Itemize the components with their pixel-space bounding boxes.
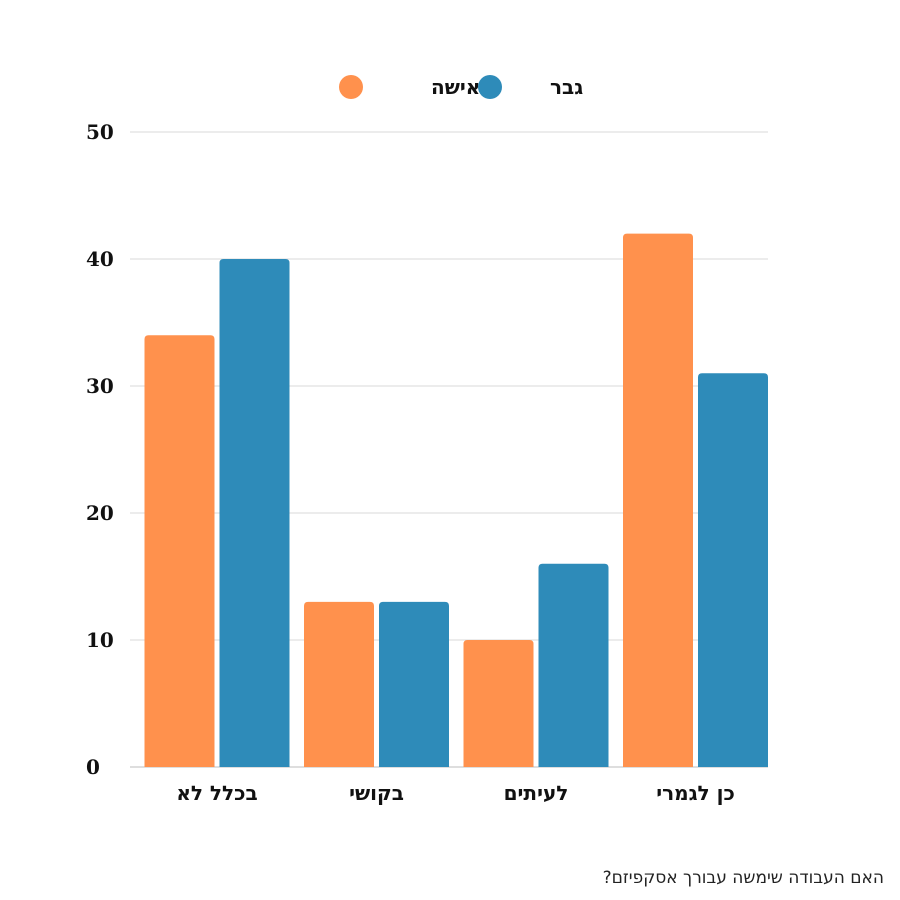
bar-woman <box>304 601 374 767</box>
y-tick-label: 50 <box>86 120 114 144</box>
y-tick-label: 40 <box>86 247 114 271</box>
y-tick-label: 10 <box>86 628 114 652</box>
chart-caption: האם העבודה שימשה עבורך אסקפיזם? <box>602 868 884 888</box>
bar-woman <box>623 233 693 768</box>
x-axis-labels: בכלל לא בקושי לעיתים כן לגמרי <box>176 781 734 805</box>
x-category-label: כן לגמרי <box>656 781 735 805</box>
legend: אישה גבר <box>339 75 583 99</box>
bar-man <box>219 259 290 767</box>
bars <box>144 233 768 768</box>
legend-swatch <box>478 75 502 99</box>
y-tick-label: 0 <box>86 755 100 779</box>
x-category-label: בקושי <box>349 781 404 805</box>
x-category-label: לעיתים <box>504 781 569 805</box>
legend-swatch <box>339 75 363 99</box>
bar-man <box>379 601 449 767</box>
x-category-label: בכלל לא <box>176 781 257 805</box>
bar-woman <box>144 335 215 767</box>
legend-label: אישה <box>431 75 480 99</box>
y-axis-ticks: 0 10 20 30 40 50 <box>86 120 114 779</box>
bar-man <box>698 373 768 767</box>
y-tick-label: 30 <box>86 374 114 398</box>
y-tick-label: 20 <box>86 501 114 525</box>
legend-label: גבר <box>550 75 583 99</box>
bar-woman <box>463 640 534 767</box>
bar-man <box>538 563 609 767</box>
